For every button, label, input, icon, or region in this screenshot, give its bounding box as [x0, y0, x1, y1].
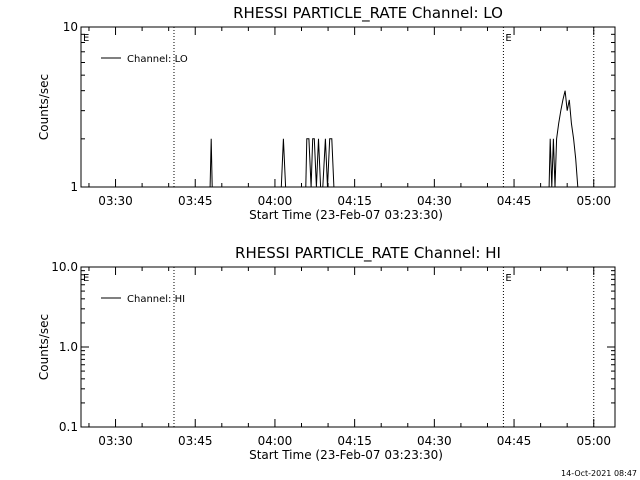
x-tick-label: 04:30 [417, 194, 452, 208]
chart-title: RHESSI PARTICLE_RATE Channel: LO [233, 4, 503, 23]
x-tick-label: 04:00 [258, 434, 293, 448]
event-marker-label: E [505, 273, 511, 284]
y-axis-label: Counts/sec [37, 74, 51, 140]
x-tick-label: 04:15 [337, 194, 372, 208]
x-axis-label: Start Time (23-Feb-07 03:23:30) [249, 448, 443, 462]
event-marker-label: E [505, 33, 511, 44]
x-tick-label: 05:00 [576, 194, 611, 208]
chart-title: RHESSI PARTICLE_RATE Channel: HI [235, 244, 501, 263]
x-tick-label: 04:00 [258, 194, 293, 208]
y-tick-label: 10.0 [51, 260, 78, 274]
legend-entry: Channel: HI [127, 294, 185, 305]
x-tick-label: 03:45 [178, 194, 213, 208]
footer-timestamp: 14-Oct-2021 08:47 [561, 469, 637, 478]
x-tick-label: 04:45 [497, 194, 532, 208]
chart-panel-2: RHESSI PARTICLE_RATE Channel: HI E E 0.1 1.0… [37, 244, 616, 462]
y-tick-label: 1 [70, 180, 78, 194]
x-tick-label: 03:45 [178, 434, 213, 448]
legend-entry: Channel: LO [127, 54, 188, 65]
event-marker-label: E [83, 33, 89, 44]
series-line [81, 90, 580, 188]
y-axis-label: Counts/sec [37, 314, 51, 380]
x-tick-label: 05:00 [576, 434, 611, 448]
x-tick-label: 03:30 [98, 434, 133, 448]
y-tick-label: 1.0 [59, 340, 78, 354]
y-tick-label: 0.1 [59, 420, 78, 434]
x-axis-label: Start Time (23-Feb-07 03:23:30) [249, 208, 443, 222]
x-tick-label: 03:30 [98, 194, 133, 208]
chart-panel-1: RHESSI PARTICLE_RATE Channel: LOE E110Cou… [37, 4, 616, 222]
y-tick-label: 10 [63, 20, 78, 34]
x-tick-label: 04:30 [417, 434, 452, 448]
event-marker-label: E [83, 273, 89, 284]
x-tick-label: 04:15 [337, 434, 372, 448]
x-tick-label: 04:45 [497, 434, 532, 448]
